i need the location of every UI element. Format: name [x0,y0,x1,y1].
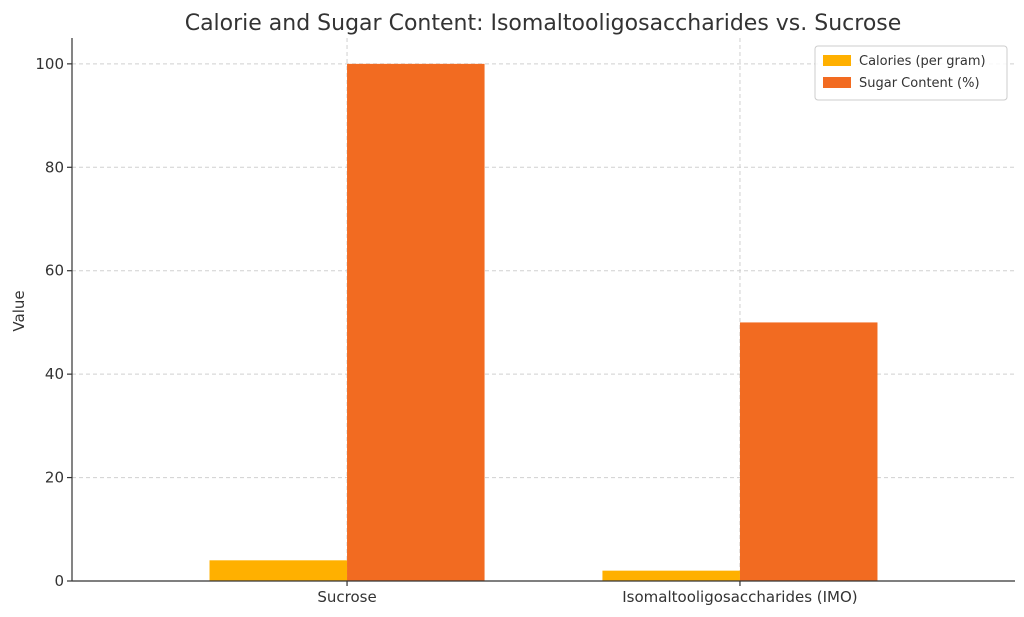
tick-labels: 0 20 40 60 80 100 Sucrose Isomaltooligosacchari… [35,55,857,606]
axes [67,38,1015,586]
bar-calories-1 [602,570,740,581]
chart-title: Calorie and Sugar Content: Isomaltooligo… [185,11,902,36]
y-tick-label: 20 [45,469,64,487]
legend-box [814,45,1008,101]
bar-sugar-0 [347,63,485,582]
y-tick-label: 40 [45,365,64,383]
legend-label: Calories (per gram) [859,54,986,69]
x-tick-label: Sucrose [317,588,376,606]
x-tick-label: Isomaltooligosaccharides (IMO) [622,588,857,606]
legend-label: Sugar Content (%) [859,76,980,91]
legend-swatch [823,55,851,66]
y-axis-label: Value [10,290,28,331]
bar-sugar-1 [739,322,878,581]
y-tick-label: 80 [45,158,64,176]
legend: Calories (per gram) Sugar Content (%) [814,45,1008,101]
bars [209,63,878,582]
y-tick-label: 100 [35,55,64,73]
y-tick-label: 0 [54,572,64,590]
y-tick-label: 60 [45,262,64,280]
bar-calories-0 [209,560,348,581]
legend-swatch [823,77,851,88]
